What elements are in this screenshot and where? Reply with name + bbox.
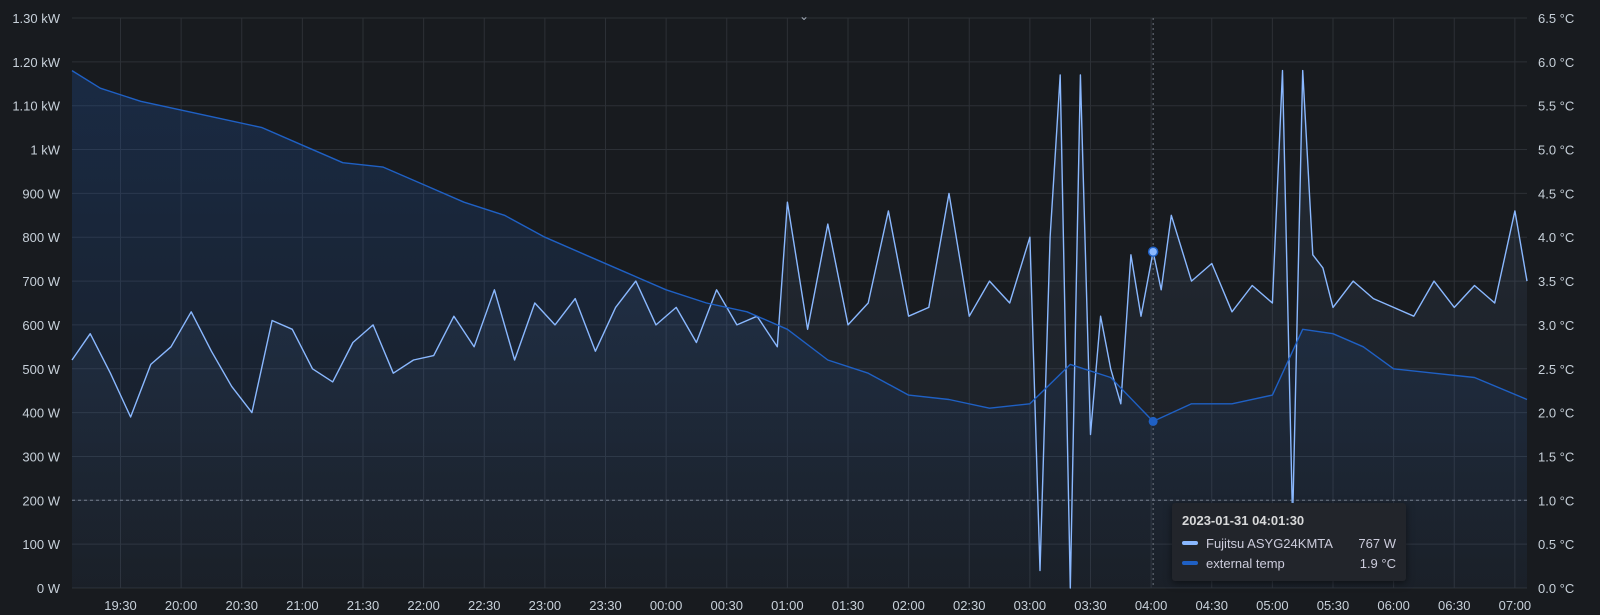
y-right-tick-label: 1.5 °C <box>1538 449 1574 464</box>
series-lines <box>71 69 1528 589</box>
y-left-tick-label: 500 W <box>22 362 60 377</box>
y-right-tick-label: 6.0 °C <box>1538 55 1574 70</box>
x-tick-label: 04:00 <box>1135 598 1168 613</box>
x-tick-label: 23:00 <box>529 598 562 613</box>
y-left-tick-label: 400 W <box>22 406 60 421</box>
y-right-tick-label: 6.5 °C <box>1538 11 1574 26</box>
y-left-tick-label: 600 W <box>22 318 60 333</box>
x-tick-label: 20:30 <box>225 598 258 613</box>
tooltip-series-name: external temp <box>1206 555 1285 571</box>
hover-cursor <box>1147 18 1159 588</box>
tooltip-row-external-temp: external temp 1.9 °C <box>1182 553 1396 573</box>
series-line-fujitsu[interactable] <box>71 69 1528 589</box>
series-area-1 <box>72 70 1527 589</box>
series-line-external-temp[interactable] <box>71 70 1528 423</box>
x-axis: 19:30 20:00 20:30 21:00 21:30 22:00 22:30 23:00… <box>104 598 1531 613</box>
y-left-tick-label: 1.20 kW <box>12 55 60 70</box>
x-tick-label: 03:30 <box>1074 598 1107 613</box>
x-tick-label: 05:30 <box>1317 598 1350 613</box>
tooltip-row-fujitsu: Fujitsu ASYG24KMTA 767 W <box>1182 533 1396 553</box>
x-tick-label: 04:30 <box>1195 598 1228 613</box>
cursor-point-external-temp <box>1148 416 1158 426</box>
tooltip-series-value: 1.9 °C <box>1359 555 1396 571</box>
x-tick-label: 06:30 <box>1438 598 1471 613</box>
x-tick-label: 02:30 <box>953 598 986 613</box>
legend-swatch <box>1182 541 1198 545</box>
chevron-down-icon[interactable]: ⌄ <box>798 9 810 23</box>
y-right-tick-label: 4.0 °C <box>1538 230 1574 245</box>
y-left-tick-label: 700 W <box>22 274 60 289</box>
cursor-point-fujitsu <box>1147 246 1159 257</box>
x-tick-label: 22:30 <box>468 598 501 613</box>
x-tick-label: 01:00 <box>771 598 804 613</box>
y-axis-right: 0.0 °C 0.5 °C 1.0 °C 1.5 °C 2.0 °C 2.5 °C 3.0 … <box>1538 11 1574 596</box>
y-right-tick-label: 5.5 °C <box>1538 99 1574 114</box>
y-left-tick-label: 1 kW <box>30 143 60 158</box>
y-right-tick-label: 3.0 °C <box>1538 318 1574 333</box>
y-left-tick-label: 800 W <box>22 230 60 245</box>
y-right-tick-label: 0.0 °C <box>1538 581 1574 596</box>
tooltip-series-name: Fujitsu ASYG24KMTA <box>1206 535 1333 551</box>
y-right-tick-label: 2.0 °C <box>1538 406 1574 421</box>
y-right-tick-label: 5.0 °C <box>1538 143 1574 158</box>
x-tick-label: 07:00 <box>1499 598 1532 613</box>
y-right-tick-label: 1.0 °C <box>1538 493 1574 508</box>
x-tick-label: 05:00 <box>1256 598 1289 613</box>
x-tick-label: 22:00 <box>407 598 440 613</box>
series-areas <box>72 70 1527 589</box>
x-tick-label: 06:00 <box>1377 598 1410 613</box>
x-tick-label: 00:00 <box>650 598 683 613</box>
y-right-tick-label: 3.5 °C <box>1538 274 1574 289</box>
y-left-tick-label: 1.30 kW <box>12 11 60 26</box>
y-right-tick-label: 0.5 °C <box>1538 537 1574 552</box>
x-tick-label: 01:30 <box>832 598 865 613</box>
y-left-tick-label: 1.10 kW <box>12 99 60 114</box>
x-tick-label: 02:00 <box>892 598 925 613</box>
y-left-tick-label: 0 W <box>37 581 61 596</box>
y-right-tick-label: 4.5 °C <box>1538 186 1574 201</box>
y-left-tick-label: 900 W <box>22 186 60 201</box>
y-right-tick-label: 2.5 °C <box>1538 362 1574 377</box>
x-tick-label: 21:30 <box>347 598 380 613</box>
y-left-tick-label: 200 W <box>22 493 60 508</box>
y-axis-left: 0 W 100 W 200 W 300 W 400 W 500 W 600 W 700 W 80… <box>12 11 60 596</box>
x-tick-label: 03:00 <box>1014 598 1047 613</box>
x-tick-label: 23:30 <box>589 598 622 613</box>
x-tick-label: 20:00 <box>165 598 198 613</box>
tooltip-series-value: 767 W <box>1358 535 1396 551</box>
tooltip-time: 2023-01-31 04:01:30 <box>1182 513 1305 528</box>
hover-tooltip: 2023-01-31 04:01:30 Fujitsu ASYG24KMTA 7… <box>1172 503 1406 581</box>
x-tick-label: 19:30 <box>104 598 137 613</box>
y-left-tick-label: 300 W <box>22 449 60 464</box>
x-tick-label: 00:30 <box>710 598 743 613</box>
x-tick-label: 21:00 <box>286 598 319 613</box>
legend-swatch <box>1182 561 1198 565</box>
y-left-tick-label: 100 W <box>22 537 60 552</box>
